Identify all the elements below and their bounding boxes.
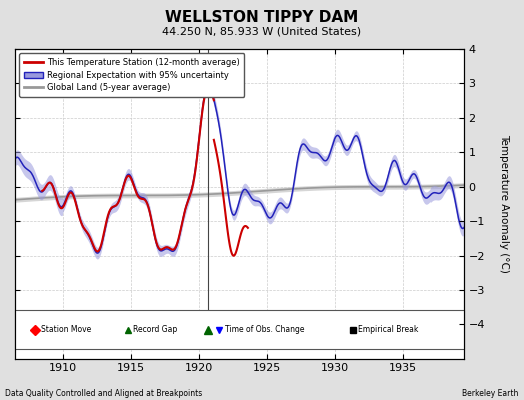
Text: Empirical Break: Empirical Break (358, 325, 419, 334)
Bar (15, 310, 464, 349)
Y-axis label: Temperature Anomaly (°C): Temperature Anomaly (°C) (499, 134, 509, 273)
Text: Station Move: Station Move (41, 325, 91, 334)
Text: WELLSTON TIPPY DAM: WELLSTON TIPPY DAM (166, 10, 358, 25)
Text: Berkeley Earth: Berkeley Earth (462, 389, 519, 398)
Text: Time of Obs. Change: Time of Obs. Change (225, 325, 304, 334)
Text: Record Gap: Record Gap (134, 325, 178, 334)
Legend: This Temperature Station (12-month average), Regional Expectation with 95% uncer: This Temperature Station (12-month avera… (19, 53, 244, 97)
Text: Data Quality Controlled and Aligned at Breakpoints: Data Quality Controlled and Aligned at B… (5, 389, 202, 398)
Text: 44.250 N, 85.933 W (United States): 44.250 N, 85.933 W (United States) (162, 26, 362, 36)
